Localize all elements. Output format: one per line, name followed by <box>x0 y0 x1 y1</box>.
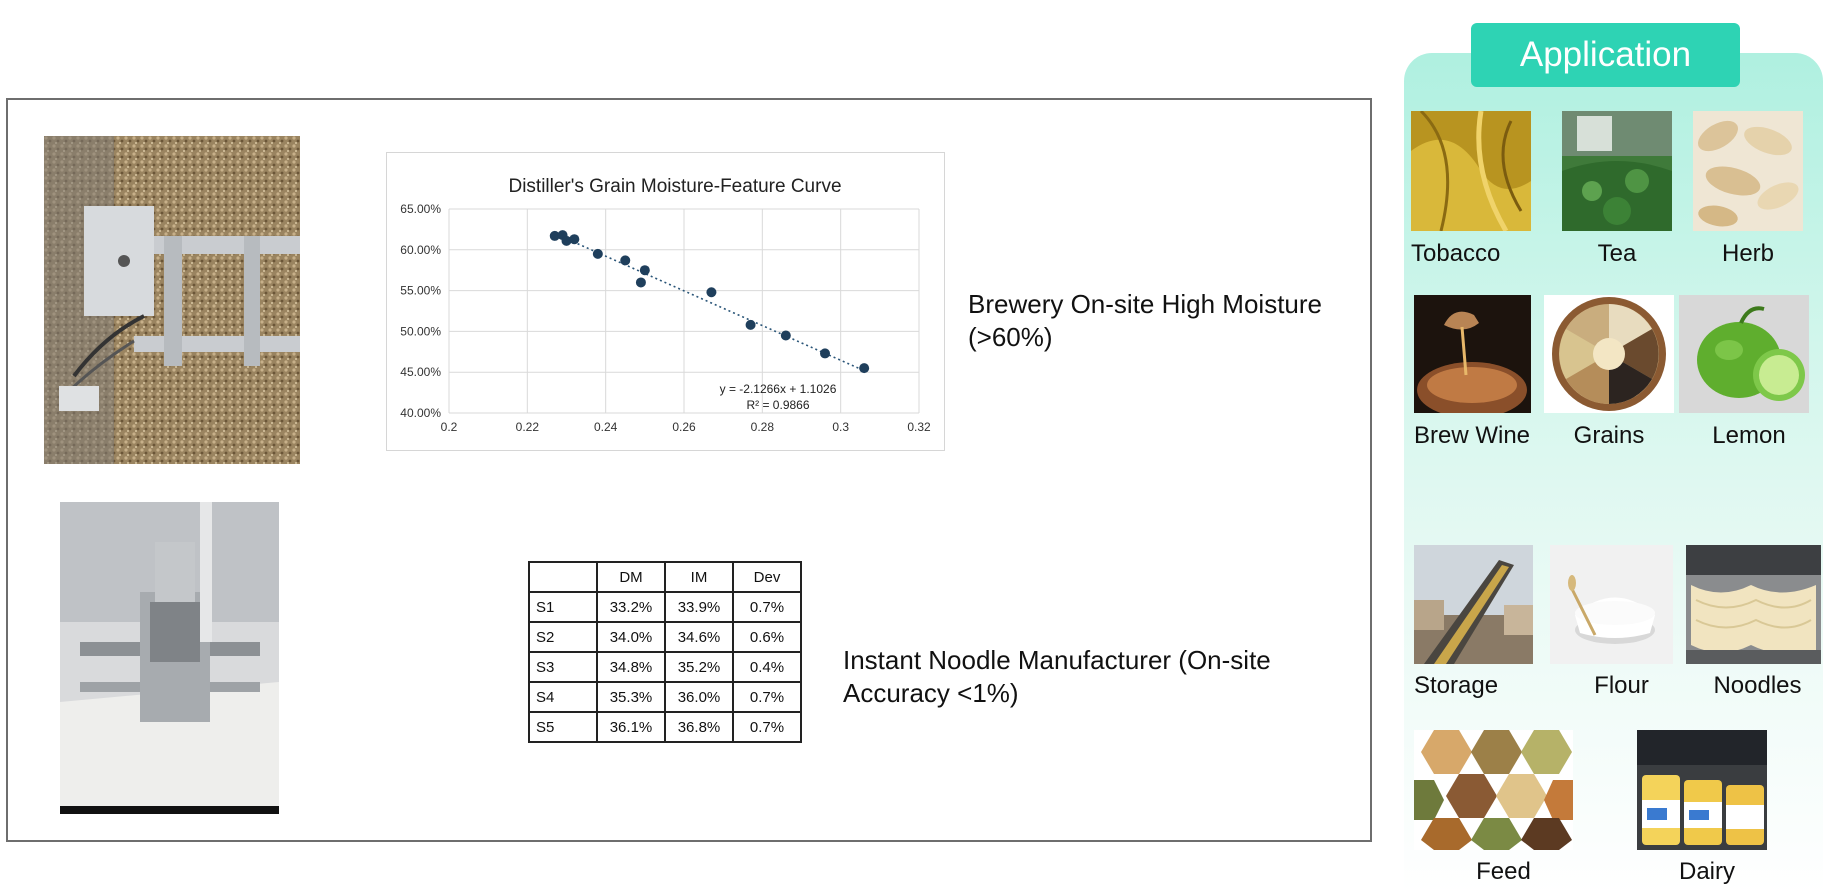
y-tick-label: 60.00% <box>400 243 441 257</box>
tile-label-dairy: Dairy <box>1678 858 1735 885</box>
y-tick-label: 40.00% <box>400 406 441 420</box>
moisture-feature-chart: Distiller's Grain Moisture-Feature Curve… <box>386 152 945 451</box>
table-header-cell: DM <box>596 561 666 593</box>
x-tick-label: 0.24 <box>594 420 618 434</box>
table-cell: 34.6% <box>664 621 734 653</box>
data-point <box>635 277 646 288</box>
storage-image <box>1414 545 1533 664</box>
herb-image <box>1693 111 1803 231</box>
lemon-image <box>1679 295 1809 413</box>
data-point <box>592 248 603 259</box>
table-cell: S1 <box>528 591 598 623</box>
table-row: S1 33.2% 33.9% 0.7% <box>528 591 802 623</box>
trendline <box>554 232 865 372</box>
chart-title: Distiller's Grain Moisture-Feature Curve <box>508 176 841 197</box>
data-point <box>859 363 870 374</box>
x-tick-label: 0.3 <box>832 420 849 434</box>
table-cell: 0.7% <box>732 711 802 743</box>
tea-image <box>1562 111 1672 231</box>
chart-svg: Distiller's Grain Moisture-Feature Curve… <box>400 176 931 434</box>
tile-label-tobacco: Tobacco <box>1411 240 1501 267</box>
table-header-cell: IM <box>664 561 734 593</box>
table-cell: 35.3% <box>596 681 666 713</box>
tobacco-image <box>1411 111 1531 231</box>
tile-label-flour: Flour <box>1594 672 1649 699</box>
table-header-row: DM IM Dev <box>528 561 802 593</box>
data-point <box>745 319 756 330</box>
table-row: S2 34.0% 34.6% 0.6% <box>528 621 802 653</box>
tile-label-brew-wine: Brew Wine <box>1414 422 1531 449</box>
y-tick-label: 55.00% <box>400 284 441 298</box>
data-point <box>820 348 830 359</box>
data-point <box>706 287 717 298</box>
brewery-sensor-photo <box>44 136 300 464</box>
table-cell: S4 <box>528 681 598 713</box>
y-tick-label: 45.00% <box>400 365 441 379</box>
table-cell: 0.4% <box>732 651 802 683</box>
table-cell: 33.2% <box>596 591 666 623</box>
trendline-equation: y = -2.1266x + 1.1026 <box>720 382 837 396</box>
tile-label-storage: Storage <box>1414 672 1499 699</box>
table-row: S5 36.1% 36.8% 0.7% <box>528 711 802 743</box>
tile-label-grains: Grains <box>1573 422 1645 449</box>
y-tick-label: 65.00% <box>400 202 441 216</box>
tile-label-lemon: Lemon <box>1712 422 1786 449</box>
table-cell: 36.1% <box>596 711 666 743</box>
tile-label-tea: Tea <box>1597 240 1637 267</box>
x-tick-label: 0.28 <box>751 420 775 434</box>
x-tick-label: 0.22 <box>516 420 540 434</box>
table-cell: 34.8% <box>596 651 666 683</box>
tile-label-noodles: Noodles <box>1713 672 1802 699</box>
x-tick-label: 0.26 <box>672 420 696 434</box>
table-row: S3 34.8% 35.2% 0.4% <box>528 651 802 683</box>
noodle-caption: Instant Noodle Manufacturer (On-site Acc… <box>843 645 1271 708</box>
table-cell: S5 <box>528 711 598 743</box>
table-cell: 0.7% <box>732 591 802 623</box>
table-row: S4 35.3% 36.0% 0.7% <box>528 681 802 713</box>
table-cell: 0.7% <box>732 681 802 713</box>
tile-label-herb: Herb <box>1721 240 1775 267</box>
brewery-caption: Brewery On-site High Moisture (>60%) <box>968 289 1322 352</box>
data-point <box>620 255 631 266</box>
data-point <box>569 234 580 245</box>
table-cell: 35.2% <box>664 651 734 683</box>
r-squared-label: R² = 0.9866 <box>746 398 809 412</box>
table-cell: S3 <box>528 651 598 683</box>
table-cell: 33.9% <box>664 591 734 623</box>
x-tick-label: 0.2 <box>441 420 458 434</box>
data-point <box>561 235 572 246</box>
table-cell: 0.6% <box>732 621 802 653</box>
y-tick-label: 50.00% <box>400 324 441 338</box>
table-cell: 36.8% <box>664 711 734 743</box>
table-header-cell <box>528 561 598 593</box>
table-cell: S2 <box>528 621 598 653</box>
data-point <box>549 230 560 241</box>
tile-label-feed: Feed <box>1476 858 1531 885</box>
noodle-sensor-photo <box>60 502 279 814</box>
noodles-image <box>1686 545 1821 664</box>
table-cell: 34.0% <box>596 621 666 653</box>
x-tick-label: 0.32 <box>907 420 931 434</box>
flour-image <box>1550 545 1673 664</box>
dairy-image <box>1637 730 1767 850</box>
brew-wine-image <box>1414 295 1531 413</box>
table-header-cell: Dev <box>732 561 802 593</box>
accuracy-table: DM IM Dev S1 33.2% 33.9% 0.7% S2 34.0% 3… <box>528 561 802 743</box>
data-point <box>639 265 650 276</box>
grains-image <box>1544 295 1674 413</box>
feed-image <box>1414 730 1573 850</box>
table-cell: 36.0% <box>664 681 734 713</box>
data-point <box>780 330 791 341</box>
application-title: Application <box>1471 23 1740 87</box>
